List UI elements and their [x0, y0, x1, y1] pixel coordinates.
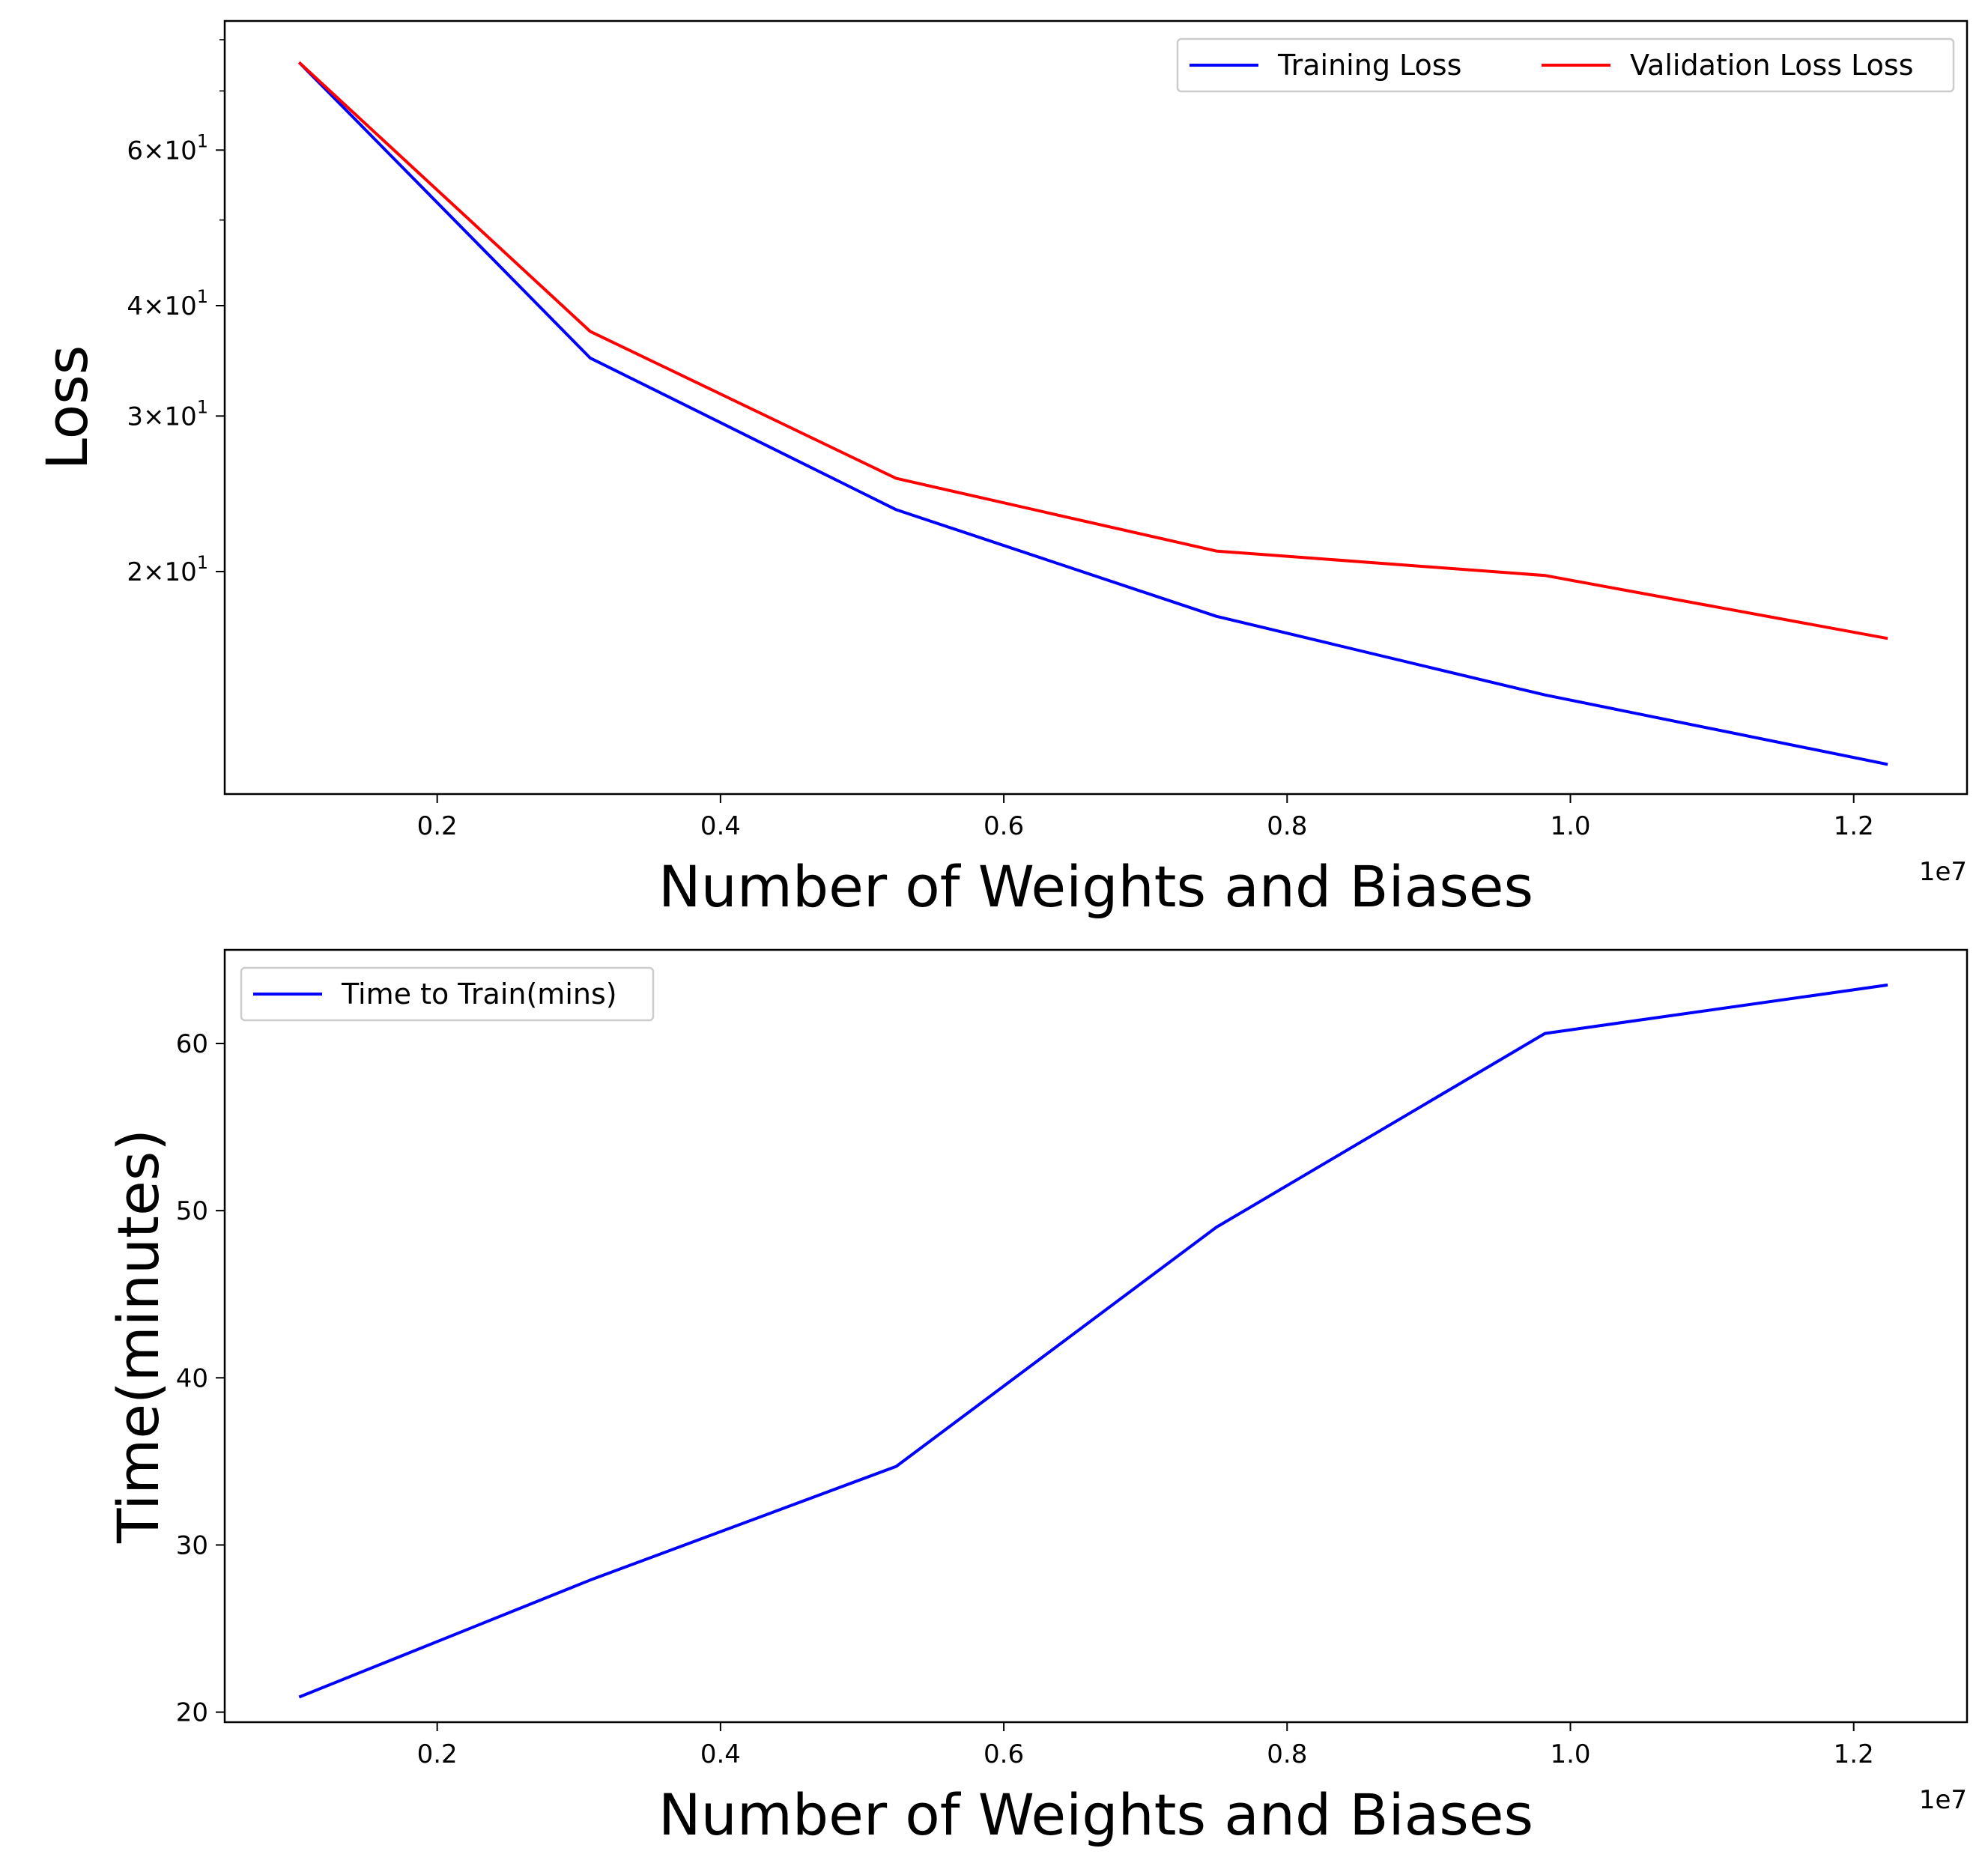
time-chart-y-tick-label: 40 — [176, 1363, 208, 1393]
loss-chart-x-tick-label: 1.0 — [1550, 811, 1590, 841]
time-chart-x-tick-label: 0.2 — [417, 1739, 458, 1769]
series-line-training-loss — [297, 61, 1888, 766]
legend-label-validation-loss: Validation Loss Loss — [1630, 49, 1914, 82]
loss-chart-x-tick-label: 0.6 — [984, 811, 1024, 841]
time-chart-x-tick-label: 0.4 — [700, 1739, 741, 1769]
time-chart-y-tick-label: 20 — [176, 1698, 208, 1728]
time-chart-y-tick-label: 60 — [176, 1029, 208, 1059]
time-chart-series — [298, 983, 1888, 1699]
loss-chart-x-offset-label: 1e7 — [1919, 857, 1967, 887]
loss-chart-plot-frame — [223, 19, 1969, 796]
loss-chart-y-tick-label: 6×101 — [127, 130, 208, 166]
loss-chart-x-tick-label: 0.8 — [1267, 811, 1307, 841]
loss-chart-y-tick-label: 4×101 — [127, 286, 208, 321]
series-line-validation-loss-loss — [297, 61, 1888, 640]
loss-chart-series — [297, 61, 1888, 766]
time-chart-x-tick-label: 1.0 — [1550, 1739, 1590, 1769]
loss-chart-legend: Training Loss Validation Loss Loss — [1176, 37, 1955, 93]
loss-chart-x-axis-label: Number of Weights and Biases — [658, 853, 1533, 920]
time-chart-plot-frame — [223, 948, 1969, 1724]
time-chart-y-axis-label: Time(minutes) — [105, 1129, 172, 1544]
time-chart-y-tick-label: 30 — [176, 1530, 208, 1560]
legend-label-training-loss: Training Loss — [1277, 49, 1461, 82]
time-chart-legend: Time to Train(mins) — [240, 966, 655, 1022]
loss-chart: 0.2 0.4 0.6 0.8 1.0 1.2 2×1013×1014×1016×101 … — [34, 19, 1969, 920]
time-chart-x-tick-label: 0.8 — [1267, 1739, 1307, 1769]
loss-chart-x-tick-label: 0.2 — [417, 811, 458, 841]
series-line-time-to-train-mins — [298, 983, 1888, 1699]
time-chart-x-tick-label: 1.2 — [1834, 1739, 1874, 1769]
time-chart-x-ticks: 0.2 0.4 0.6 0.8 1.0 1.2 — [417, 1722, 1874, 1769]
legend-label-time-to-train: Time to Train(mins) — [341, 978, 617, 1011]
time-chart-legend-box — [240, 966, 655, 1022]
time-chart-y-tick-label: 50 — [176, 1196, 208, 1226]
loss-chart-y-axis-label: Loss — [34, 345, 100, 470]
loss-chart-x-tick-label: 1.2 — [1834, 811, 1874, 841]
loss-chart-x-ticks: 0.2 0.4 0.6 0.8 1.0 1.2 — [417, 794, 1874, 841]
loss-chart-x-tick-label: 0.4 — [700, 811, 741, 841]
time-chart-x-offset-label: 1e7 — [1919, 1785, 1967, 1815]
time-chart-x-axis-label: Number of Weights and Biases — [658, 1781, 1533, 1848]
loss-chart-y-tick-label: 2×101 — [127, 552, 208, 587]
loss-chart-y-tick-label: 3×101 — [127, 396, 208, 431]
time-chart-x-tick-label: 0.6 — [984, 1739, 1024, 1769]
time-chart: 0.2 0.4 0.6 0.8 1.0 1.2 20 30 40 50 60 Number of … — [105, 948, 1969, 1848]
time-chart-y-ticks: 20 30 40 50 60 — [176, 1029, 225, 1728]
loss-chart-y-ticks: 2×101 3×101 4×101 6×101 — [127, 39, 225, 587]
